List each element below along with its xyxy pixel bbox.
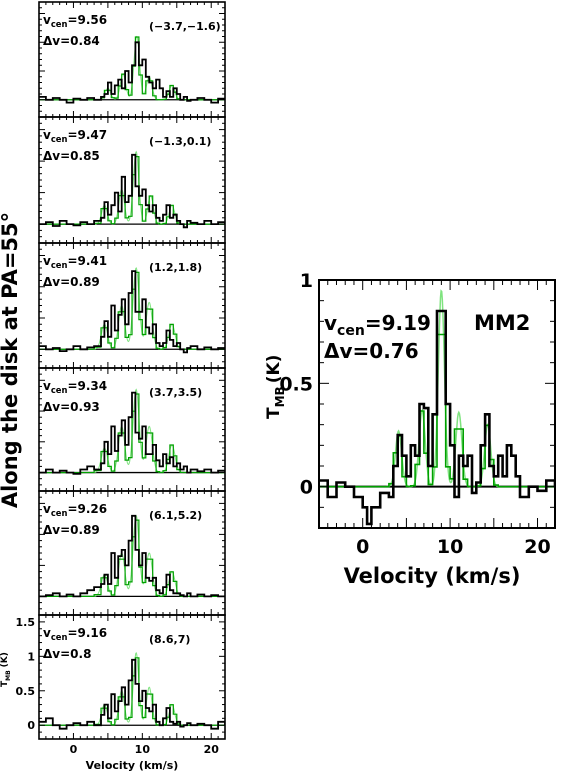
observed-spectrum (39, 153, 225, 229)
spectra-panels: vcen=9.56Δv=0.84(−3.7,−1.6)vcen=9.47Δv=0… (0, 1, 556, 772)
y-tick-label: 0.5 (279, 373, 313, 395)
vcen-symbol: v (43, 128, 51, 142)
vcen-annotation: vcen=9.56 (43, 13, 107, 29)
vcen-symbol: v (43, 254, 51, 268)
y-tick-label: 0.5 (16, 685, 36, 698)
x-axis-label: Velocity (km/s) (86, 759, 179, 772)
vcen-value: =9.34 (67, 379, 107, 393)
y-tick-label: 0 (300, 477, 313, 499)
vcen-subscript: cen (51, 385, 68, 395)
dv-annotation: Δv=0.93 (43, 400, 100, 414)
vcen-annotation: vcen=9.41 (43, 254, 107, 270)
y-tick-label: 1 (27, 650, 35, 663)
y-axis-label: TMB(K) (264, 355, 287, 419)
offset-annotation: (3.7,3.5) (149, 386, 202, 399)
x-tick-label: 0 (356, 536, 369, 558)
vcen-subscript: cen (51, 632, 68, 642)
y-tick-label: 0 (27, 719, 35, 732)
offset-annotation: (−1.3,0.1) (149, 135, 211, 148)
panel-plot-area (39, 514, 225, 598)
panel-plot-area (39, 150, 225, 229)
y-label-unit: (K) (264, 355, 284, 384)
y-label-unit: (K) (0, 652, 10, 667)
observed-spectrum (319, 309, 555, 526)
vcen-symbol: v (324, 311, 337, 335)
side-label: Along the disk at PA=55° (0, 212, 22, 508)
x-tick-label: 10 (135, 743, 151, 756)
spectrum-panel-offset-5: vcen=9.26 Δv=0.89 (6.1,5.2) (38, 490, 226, 616)
observed-spectrum (39, 41, 225, 104)
offset-annotation: (6.1,5.2) (149, 509, 202, 522)
x-axis-label: Velocity (km/s) (344, 564, 521, 588)
vcen-value: =9.47 (67, 128, 107, 142)
vcen-symbol: v (43, 626, 51, 640)
vcen-value: =9.26 (67, 502, 107, 516)
vcen-value: =9.19 (365, 311, 431, 335)
vcen-subscript: cen (51, 508, 68, 518)
vcen-value: =9.56 (67, 13, 107, 27)
vcen-subscript: cen (337, 323, 365, 339)
spectrum-panel-offset-3: vcen=9.41 Δv=0.89 (1.2,1.8) (38, 242, 226, 369)
vcen-subscript: cen (51, 19, 68, 29)
x-tick-label: 20 (204, 743, 220, 756)
source-name: MM2 (474, 311, 530, 335)
panel-plot-area (319, 289, 555, 526)
vcen-value: =9.41 (67, 254, 107, 268)
panel-plot-area (39, 267, 225, 354)
observed-spectrum (39, 391, 225, 475)
y-label-symbol: T (0, 680, 10, 687)
observed-spectrum (39, 270, 225, 354)
dv-annotation: Δv=0.89 (43, 523, 100, 537)
y-label-subscript: MB (5, 670, 12, 681)
y-label-symbol: T (264, 407, 284, 419)
vcen-annotation: vcen=9.34 (43, 379, 107, 395)
x-tick-label: 0 (70, 743, 78, 756)
y-tick-label: 1 (300, 270, 313, 292)
vcen-annotation: vcen=9.26 (43, 502, 107, 518)
y-axis-label: TMB (K) (0, 652, 12, 687)
vcen-subscript: cen (51, 260, 68, 270)
dv-annotation: Δv=0.76 (324, 339, 419, 363)
vcen-symbol: v (43, 13, 51, 27)
y-tick-label: 1.5 (16, 616, 36, 629)
vcen-value: =9.16 (67, 626, 107, 640)
offset-annotation: (1.2,1.8) (149, 261, 202, 274)
vcen-annotation: vcen=9.19 (324, 311, 431, 339)
offset-annotation: (8.6,7) (149, 633, 190, 646)
panel-plot-area (39, 651, 225, 730)
vcen-symbol: v (43, 502, 51, 516)
dv-annotation: Δv=0.85 (43, 149, 100, 163)
y-label-subscript: MB (273, 386, 287, 407)
dv-annotation: Δv=0.8 (43, 647, 91, 661)
dv-annotation: Δv=0.84 (43, 34, 100, 48)
vcen-symbol: v (43, 379, 51, 393)
vcen-annotation: vcen=9.47 (43, 128, 107, 144)
spectrum-panel-offset-2: vcen=9.47 Δv=0.85 (−1.3,0.1) (38, 116, 226, 244)
offset-annotation: (−3.7,−1.6) (149, 20, 221, 33)
vcen-subscript: cen (51, 134, 68, 144)
side-label-group: Along the disk at PA=55° (0, 212, 22, 508)
observed-spectrum (39, 514, 225, 598)
spectrum-panel-offset-6: vcen=9.16 Δv=0.8 (8.6,7) 0 10 20 0 0.5 1 1.5 Veloc… (0, 614, 226, 772)
spectrum-panel-offset-4: vcen=9.34 Δv=0.93 (3.7,3.5) (38, 367, 226, 492)
dv-annotation: Δv=0.89 (43, 275, 100, 289)
panel-plot-area (39, 35, 225, 104)
panel-plot-area (39, 388, 225, 475)
vcen-annotation: vcen=9.16 (43, 626, 107, 642)
x-tick-label: 10 (437, 536, 463, 558)
x-tick-label: 20 (524, 536, 550, 558)
spectrum-panel-offset-1: vcen=9.56 Δv=0.84 (−3.7,−1.6) (38, 1, 226, 118)
observed-spectrum (39, 658, 225, 730)
